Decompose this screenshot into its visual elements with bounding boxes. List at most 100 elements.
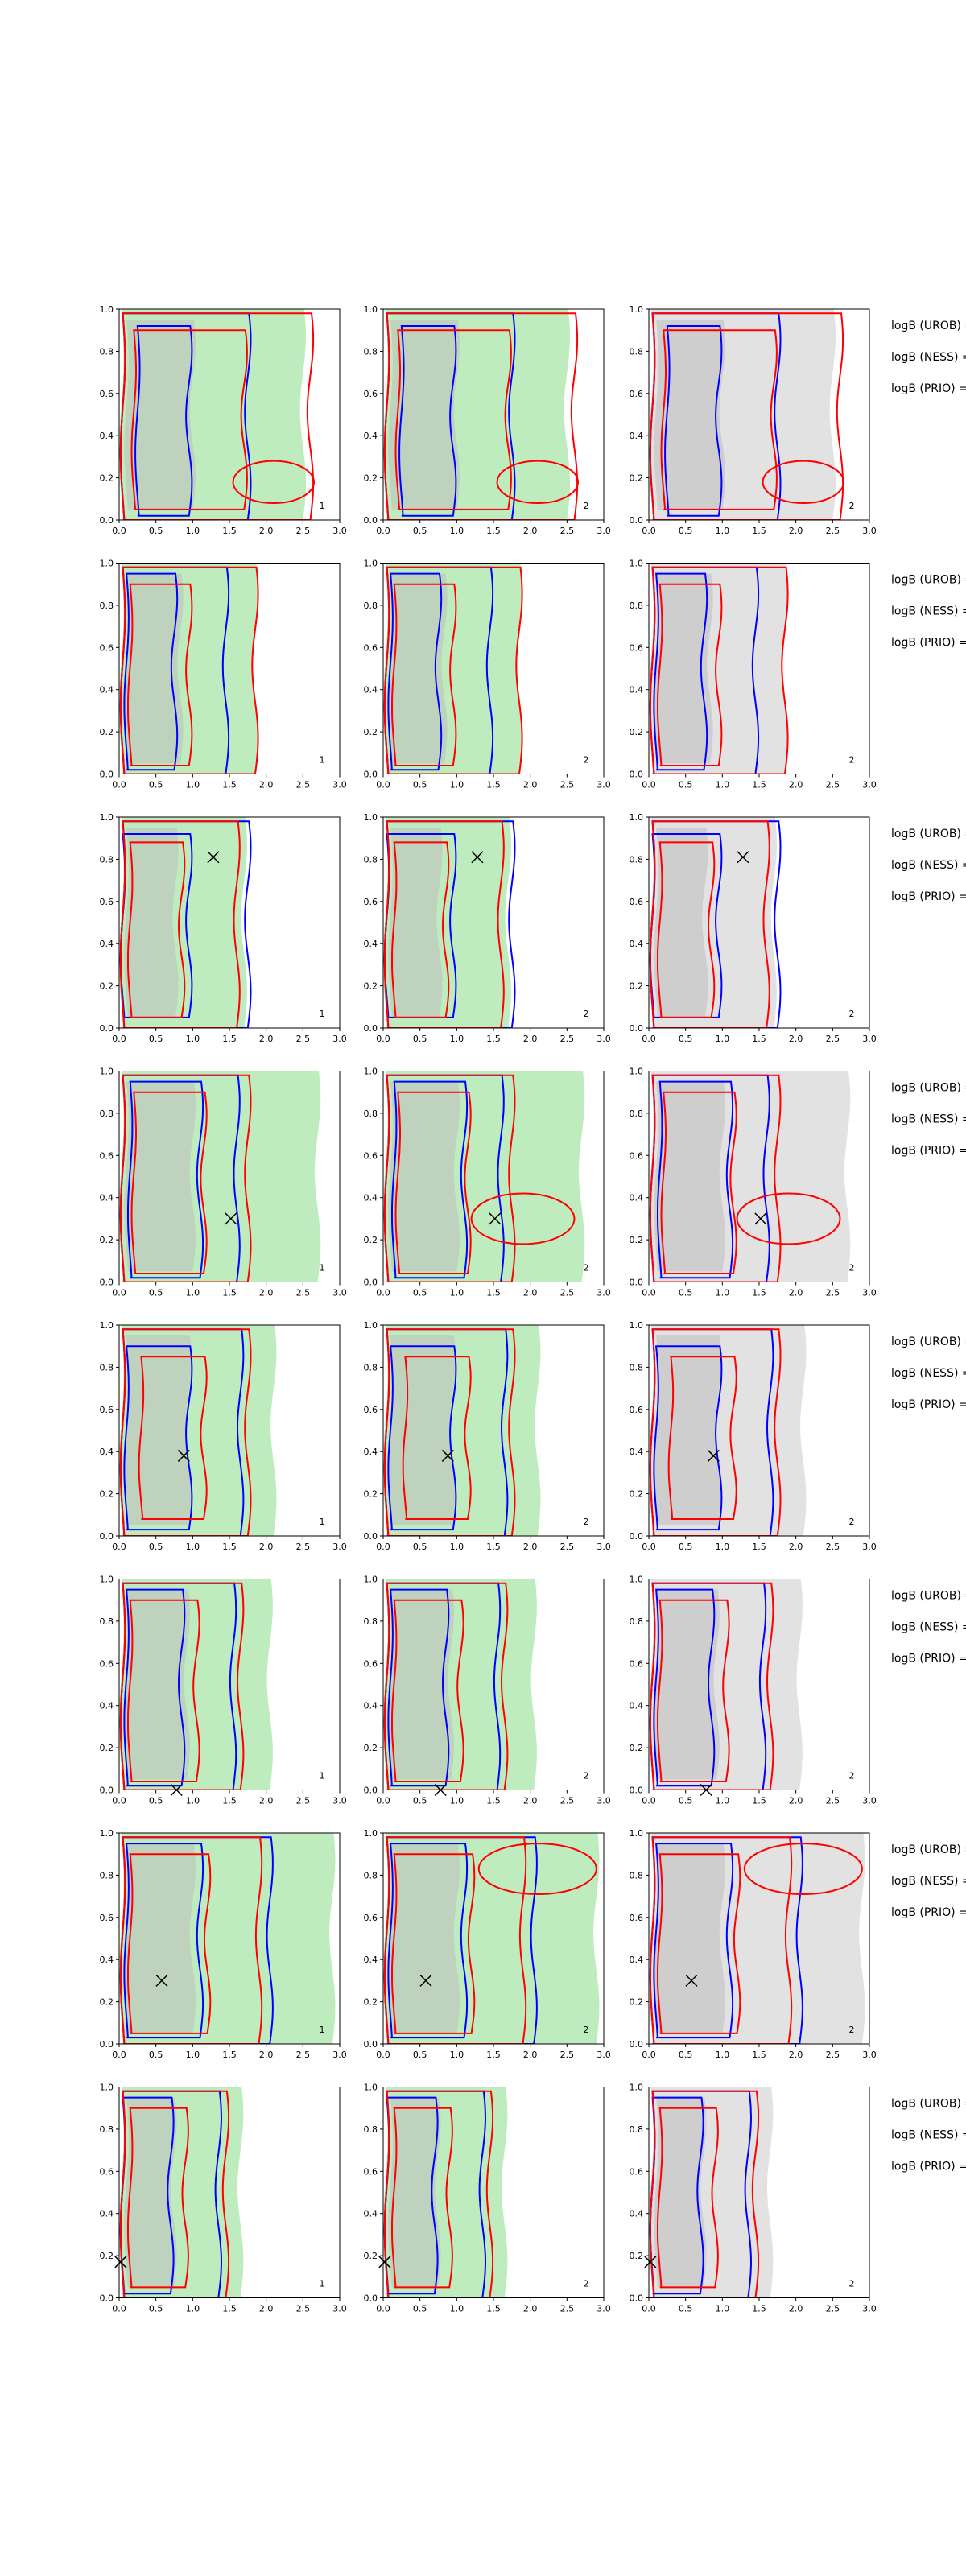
y-tick-label: 1.0: [630, 2083, 644, 2093]
y-tick-label: 0.2: [630, 2251, 644, 2261]
x-tick-label: 3.0: [597, 1034, 611, 1044]
panel-r2-c1: 0.0 0.5 1.0 1.5 2.0 2.5 3.0 0.0 0.2 0.4 0.6 0.8 1.0 1: [100, 559, 347, 791]
row-label-1: logB (UROB) =: [891, 1843, 966, 1856]
x-tick-label: 3.0: [862, 2304, 877, 2314]
y-tick-label: 0.4: [100, 939, 114, 949]
blue-contour-1: [653, 1588, 716, 1787]
red-contour-2: [383, 566, 523, 774]
red-contour-1: [657, 1599, 730, 1782]
y-tick-label: 0.6: [364, 1913, 378, 1923]
row-label-2: logB (NESS) =: [891, 605, 966, 618]
y-tick-label: 0.0: [630, 1785, 644, 1796]
y-tick-label: 0.0: [100, 1785, 114, 1796]
row-label-2: logB (NESS) =: [891, 1113, 966, 1126]
red-contour-1: [660, 1091, 737, 1274]
row-label-2: logB (NESS) =: [891, 1621, 966, 1634]
panel-content: [383, 1579, 537, 1790]
shaded-region-inner: [388, 2097, 441, 2288]
row-label-3: logB (PRIO) =: [891, 2161, 966, 2174]
blue-contour-1: [387, 1843, 469, 2039]
x-tick-label: 3.0: [597, 780, 611, 791]
row-label-2: logB (NESS) =: [891, 2129, 966, 2142]
x-tick-label: 0.5: [413, 780, 427, 791]
y-tick-label: 0.0: [100, 2039, 114, 2050]
x-tick-label: 2.0: [789, 2050, 803, 2060]
y-tick-label: 0.2: [100, 1743, 114, 1753]
y-tick-label: 0.2: [630, 727, 644, 737]
blue-contour-1: [391, 1080, 469, 1279]
panel-content: [119, 563, 259, 774]
x-tick-label: 1.0: [716, 2050, 730, 2060]
y-tick-label: 0.6: [630, 2166, 644, 2177]
y-tick-label: 0.0: [630, 515, 644, 526]
red-contour-1: [657, 841, 716, 1018]
y-tick-label: 0.2: [364, 2251, 378, 2261]
panel-number: 2: [849, 1263, 855, 1274]
panel-content: [119, 1325, 277, 1536]
x-tick-label: 1.0: [450, 1542, 464, 1552]
x-tick-label: 0.5: [149, 2050, 163, 2060]
panel-number: 1: [320, 1263, 325, 1274]
panel-number: 2: [849, 501, 855, 511]
panel-content: [119, 309, 316, 520]
x-tick-label: 0.0: [112, 1796, 126, 1806]
panel-number: 1: [320, 755, 325, 766]
x-tick-label: 0.0: [376, 526, 390, 536]
x-tick-label: 0.5: [149, 526, 163, 536]
y-tick-label: 0.0: [100, 1023, 114, 1034]
shaded-region-inner: [654, 1081, 725, 1272]
x-tick-label: 1.0: [716, 780, 730, 791]
red-contour-1: [667, 1356, 737, 1520]
panel-r6-c1: 0.0 0.5 1.0 1.5 2.0 2.5 3.0 0.0 0.2 0.4 0.6 0.8 1.0 1: [100, 1575, 347, 1806]
x-tick-label: 2.0: [259, 1288, 274, 1298]
panel-r6-c3: 0.0 0.5 1.0 1.5 2.0 2.5 3.0 0.0 0.2 0.4 0.6 0.8 1.0 2: [630, 1575, 877, 1806]
y-tick-label: 1.0: [100, 304, 114, 315]
x-tick-label: 0.0: [376, 1288, 390, 1298]
y-tick-label: 0.4: [364, 685, 378, 696]
y-tick-label: 0.2: [100, 473, 114, 484]
panel-number: 1: [320, 2025, 325, 2035]
blue-contour-1: [127, 1080, 204, 1279]
x-tick-label: 2.5: [560, 1288, 575, 1298]
x-tick-label: 2.5: [296, 526, 311, 536]
x-marker: [225, 1212, 237, 1225]
x-tick-label: 0.0: [376, 2304, 390, 2314]
blue-contour-1: [398, 325, 457, 517]
panel-content: [649, 2087, 774, 2298]
red-contour-1: [138, 1356, 208, 1520]
y-tick-label: 0.6: [100, 1658, 114, 1669]
y-tick-label: 0.4: [364, 1701, 378, 1711]
x-tick-label: 2.5: [826, 526, 840, 536]
x-tick-label: 0.0: [112, 526, 126, 536]
y-tick-label: 0.0: [100, 770, 114, 780]
shaded-region-inner: [388, 1081, 460, 1272]
red-contour-2: [383, 1074, 516, 1282]
y-tick-label: 0.4: [364, 431, 378, 441]
y-tick-label: 0.4: [630, 1447, 644, 1457]
x-tick-label: 1.0: [450, 1288, 464, 1298]
y-tick-label: 0.8: [364, 346, 378, 357]
panel-content: [649, 563, 789, 774]
y-tick-label: 0.6: [100, 642, 114, 653]
row-label-3: logB (PRIO) =: [891, 1906, 966, 1919]
x-tick-label: 1.0: [450, 780, 464, 791]
y-tick-label: 0.2: [630, 1235, 644, 1245]
x-tick-label: 2.0: [789, 1542, 803, 1552]
y-tick-label: 0.6: [100, 389, 114, 399]
panel-r4-c1: 0.0 0.5 1.0 1.5 2.0 2.5 3.0 0.0 0.2 0.4 0.6 0.8 1.0 1: [100, 1067, 347, 1298]
x-tick-label: 2.5: [296, 2304, 311, 2314]
blue-contour-1: [653, 1345, 723, 1531]
x-tick-label: 2.5: [826, 1034, 840, 1044]
red-contour-2: [383, 1328, 516, 1536]
x-tick-label: 2.0: [259, 780, 274, 791]
x-tick-label: 2.5: [560, 526, 575, 536]
x-tick-label: 0.5: [679, 1542, 693, 1552]
x-tick-label: 1.0: [716, 526, 730, 536]
shaded-region-inner: [124, 573, 184, 764]
red-contour-2: [649, 312, 844, 520]
x-tick-label: 1.5: [222, 1796, 237, 1806]
panel-number: 2: [849, 1517, 855, 1527]
y-tick-label: 0.6: [100, 897, 114, 907]
x-tick-label: 2.0: [259, 2304, 274, 2314]
y-tick-label: 0.6: [364, 2166, 378, 2177]
